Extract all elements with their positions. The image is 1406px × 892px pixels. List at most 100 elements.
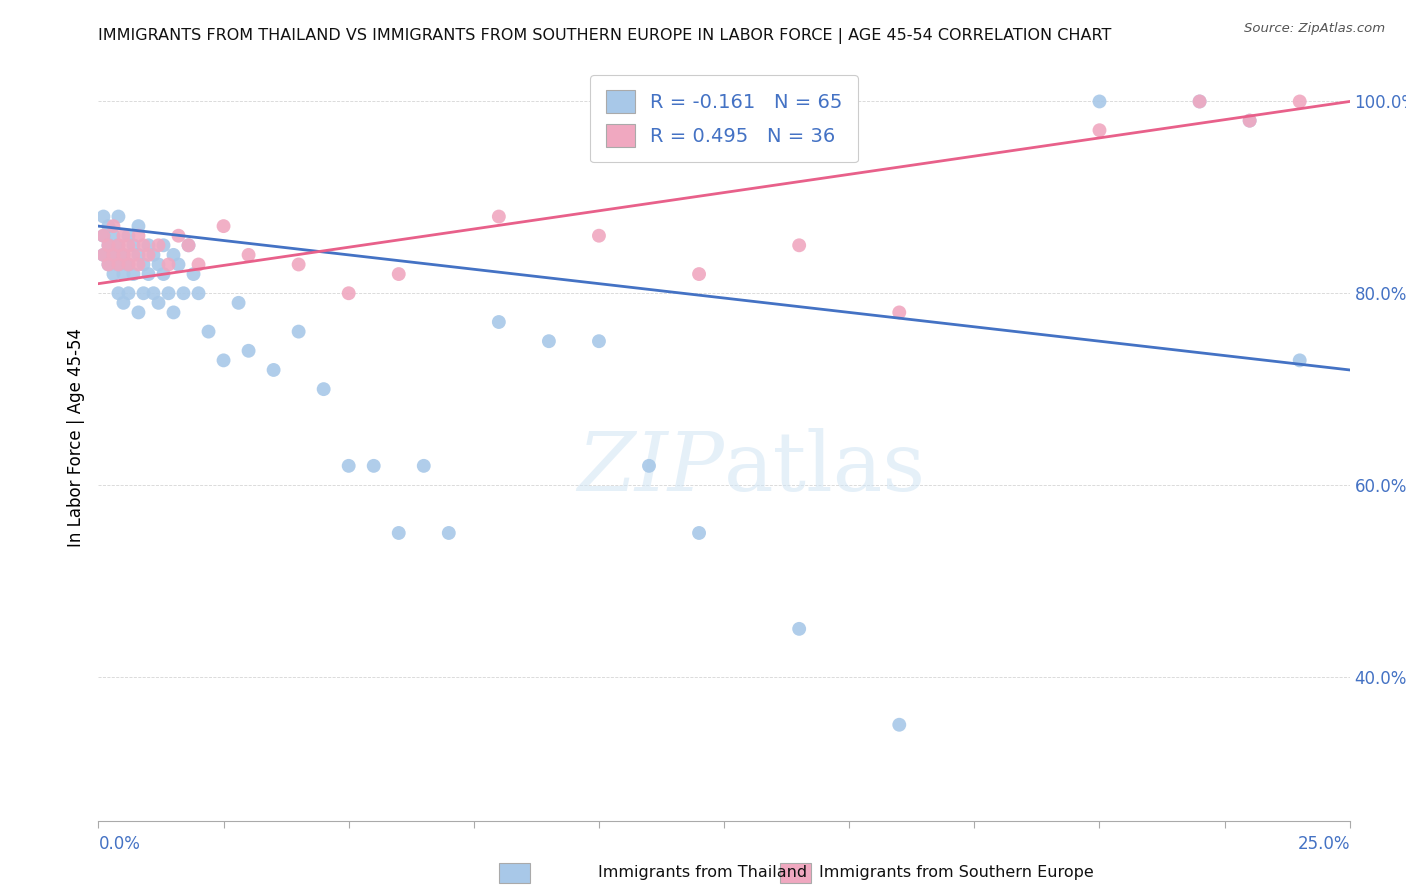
Point bbox=[97, 258, 120, 272]
Point bbox=[93, 248, 115, 262]
Text: 25.0%: 25.0% bbox=[1298, 835, 1350, 853]
Text: Immigrants from Thailand: Immigrants from Thailand bbox=[599, 865, 807, 880]
Point bbox=[107, 238, 129, 252]
Point bbox=[132, 258, 155, 272]
Point bbox=[162, 248, 184, 262]
Point bbox=[238, 343, 260, 358]
Text: Immigrants from Southern Europe: Immigrants from Southern Europe bbox=[818, 865, 1094, 880]
Point bbox=[112, 267, 135, 281]
Point bbox=[152, 267, 174, 281]
Point bbox=[107, 210, 129, 224]
Point bbox=[588, 228, 610, 243]
Point bbox=[117, 238, 139, 252]
Text: IMMIGRANTS FROM THAILAND VS IMMIGRANTS FROM SOUTHERN EUROPE IN LABOR FORCE | AGE: IMMIGRANTS FROM THAILAND VS IMMIGRANTS F… bbox=[98, 28, 1112, 44]
Point bbox=[787, 238, 810, 252]
Point bbox=[107, 286, 129, 301]
Point bbox=[138, 267, 160, 281]
Point bbox=[688, 526, 710, 541]
Point bbox=[132, 238, 155, 252]
Point bbox=[157, 258, 180, 272]
Point bbox=[263, 363, 285, 377]
Point bbox=[1239, 113, 1261, 128]
Y-axis label: In Labor Force | Age 45-54: In Labor Force | Age 45-54 bbox=[66, 327, 84, 547]
Text: atlas: atlas bbox=[724, 428, 927, 508]
Point bbox=[103, 248, 125, 262]
Point bbox=[142, 286, 165, 301]
Text: ZIP: ZIP bbox=[578, 428, 724, 508]
Point bbox=[889, 717, 911, 731]
Point bbox=[93, 210, 115, 224]
Point bbox=[97, 258, 120, 272]
Point bbox=[638, 458, 661, 473]
Point bbox=[117, 258, 139, 272]
Point bbox=[177, 238, 200, 252]
Point bbox=[167, 258, 190, 272]
Point bbox=[93, 248, 115, 262]
Point bbox=[127, 219, 149, 234]
Point bbox=[1188, 95, 1211, 109]
Point bbox=[287, 258, 309, 272]
Point bbox=[162, 305, 184, 319]
Point bbox=[138, 238, 160, 252]
Point bbox=[138, 248, 160, 262]
Point bbox=[228, 296, 250, 310]
Point bbox=[103, 267, 125, 281]
Point bbox=[187, 286, 209, 301]
Point bbox=[787, 622, 810, 636]
Point bbox=[588, 334, 610, 349]
Point bbox=[1239, 113, 1261, 128]
Point bbox=[122, 248, 145, 262]
Point bbox=[688, 267, 710, 281]
Point bbox=[197, 325, 219, 339]
Point bbox=[412, 458, 434, 473]
Point bbox=[97, 238, 120, 252]
Point bbox=[93, 228, 115, 243]
Point bbox=[107, 238, 129, 252]
Point bbox=[889, 305, 911, 319]
Point bbox=[148, 296, 170, 310]
Text: Source: ZipAtlas.com: Source: ZipAtlas.com bbox=[1244, 22, 1385, 36]
Point bbox=[97, 238, 120, 252]
Point bbox=[132, 286, 155, 301]
Point bbox=[1288, 95, 1310, 109]
Point bbox=[363, 458, 385, 473]
Point bbox=[312, 382, 335, 396]
Point bbox=[388, 267, 411, 281]
Point bbox=[127, 228, 149, 243]
Point bbox=[1088, 123, 1111, 137]
Point bbox=[1188, 95, 1211, 109]
Point bbox=[127, 258, 149, 272]
Point bbox=[187, 258, 209, 272]
Point bbox=[112, 248, 135, 262]
Point bbox=[97, 219, 120, 234]
Point bbox=[148, 258, 170, 272]
Point bbox=[183, 267, 205, 281]
Point bbox=[488, 315, 510, 329]
Point bbox=[122, 267, 145, 281]
Text: 0.0%: 0.0% bbox=[98, 835, 141, 853]
Point bbox=[337, 458, 360, 473]
Point bbox=[337, 286, 360, 301]
Point bbox=[238, 248, 260, 262]
Point bbox=[117, 258, 139, 272]
Point bbox=[1088, 95, 1111, 109]
Point bbox=[103, 228, 125, 243]
Point bbox=[167, 228, 190, 243]
Point bbox=[107, 258, 129, 272]
Point bbox=[117, 228, 139, 243]
Point bbox=[148, 238, 170, 252]
Point bbox=[1288, 353, 1310, 368]
Point bbox=[112, 248, 135, 262]
Point bbox=[122, 238, 145, 252]
Point bbox=[287, 325, 309, 339]
Point bbox=[93, 228, 115, 243]
Point bbox=[112, 228, 135, 243]
Point bbox=[112, 296, 135, 310]
Legend: R = -0.161   N = 65, R = 0.495   N = 36: R = -0.161 N = 65, R = 0.495 N = 36 bbox=[591, 75, 858, 162]
Point bbox=[437, 526, 460, 541]
Point bbox=[212, 353, 235, 368]
Point bbox=[388, 526, 411, 541]
Point bbox=[537, 334, 560, 349]
Point bbox=[107, 258, 129, 272]
Point bbox=[127, 305, 149, 319]
